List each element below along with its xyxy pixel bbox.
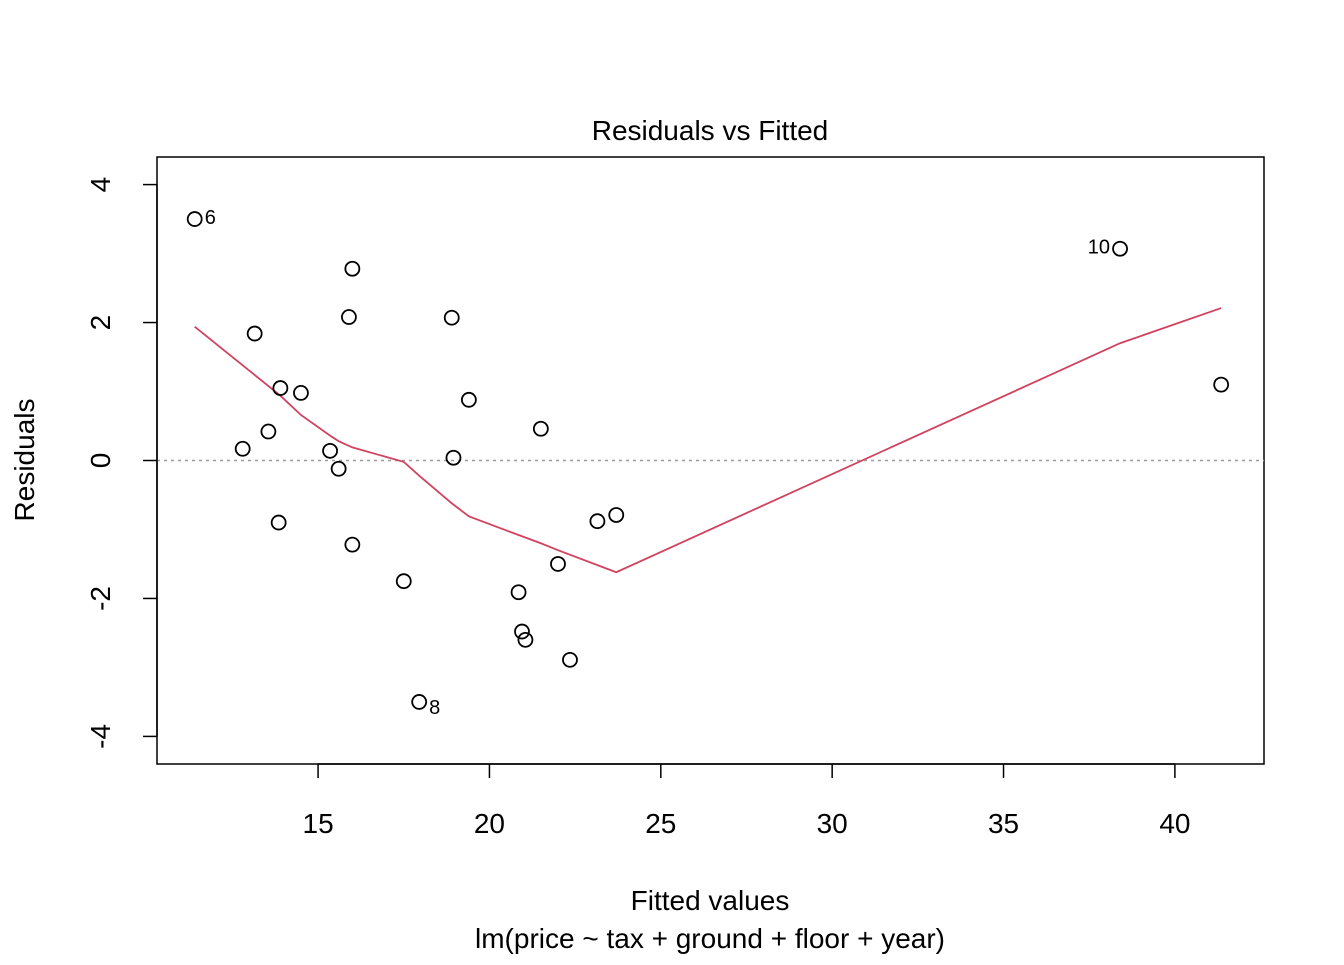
data-points: 6 8 10 — [186, 207, 1230, 719]
data-point — [341, 309, 357, 325]
data-point — [460, 391, 477, 408]
x-axis: 15 20 25 30 35 40 — [303, 763, 1190, 839]
data-point — [562, 651, 578, 668]
data-point — [293, 385, 309, 401]
x-tick-label: 15 — [303, 808, 334, 839]
data-point — [443, 309, 460, 326]
data-point — [395, 573, 412, 590]
x-axis-label: Fitted values — [631, 885, 790, 916]
data-point — [246, 325, 263, 342]
data-point — [589, 513, 606, 530]
data-point — [411, 694, 428, 710]
data-point — [1213, 376, 1230, 393]
data-point — [186, 211, 203, 227]
data-point — [272, 380, 289, 396]
x-tick-label: 30 — [817, 808, 848, 839]
data-point — [260, 423, 277, 440]
point-label: 6 — [205, 207, 216, 229]
x-tick-label: 25 — [645, 808, 676, 839]
data-point — [322, 442, 338, 459]
x-tick-label: 20 — [474, 808, 505, 839]
data-point — [517, 631, 534, 648]
data-point — [510, 584, 527, 601]
y-axis-label: Residuals — [9, 399, 40, 522]
y-tick-label: 2 — [85, 315, 116, 331]
data-point — [514, 623, 530, 640]
data-point — [1112, 240, 1128, 257]
data-point — [270, 514, 287, 531]
chart-subtitle: lm(price ~ tax + ground + floor + year) — [475, 923, 945, 954]
data-point — [344, 260, 361, 277]
x-tick-label: 40 — [1159, 808, 1190, 839]
x-tick-label: 35 — [988, 808, 1019, 839]
data-point — [234, 440, 251, 457]
y-tick-label: -4 — [85, 724, 116, 749]
y-tick-label: 0 — [85, 453, 116, 469]
point-label: 10 — [1088, 237, 1110, 259]
data-point — [532, 420, 549, 437]
data-point — [330, 460, 347, 477]
data-point — [608, 507, 625, 523]
y-axis: -4 -2 0 2 4 — [85, 177, 158, 749]
y-tick-label: -2 — [85, 586, 116, 611]
point-label: 8 — [429, 697, 440, 719]
chart-title: Residuals vs Fitted — [592, 115, 829, 146]
loess-smooth-line — [194, 307, 1222, 574]
data-point — [445, 449, 462, 466]
y-tick-label: 4 — [85, 177, 116, 193]
data-point — [550, 556, 566, 572]
data-point — [344, 536, 361, 553]
